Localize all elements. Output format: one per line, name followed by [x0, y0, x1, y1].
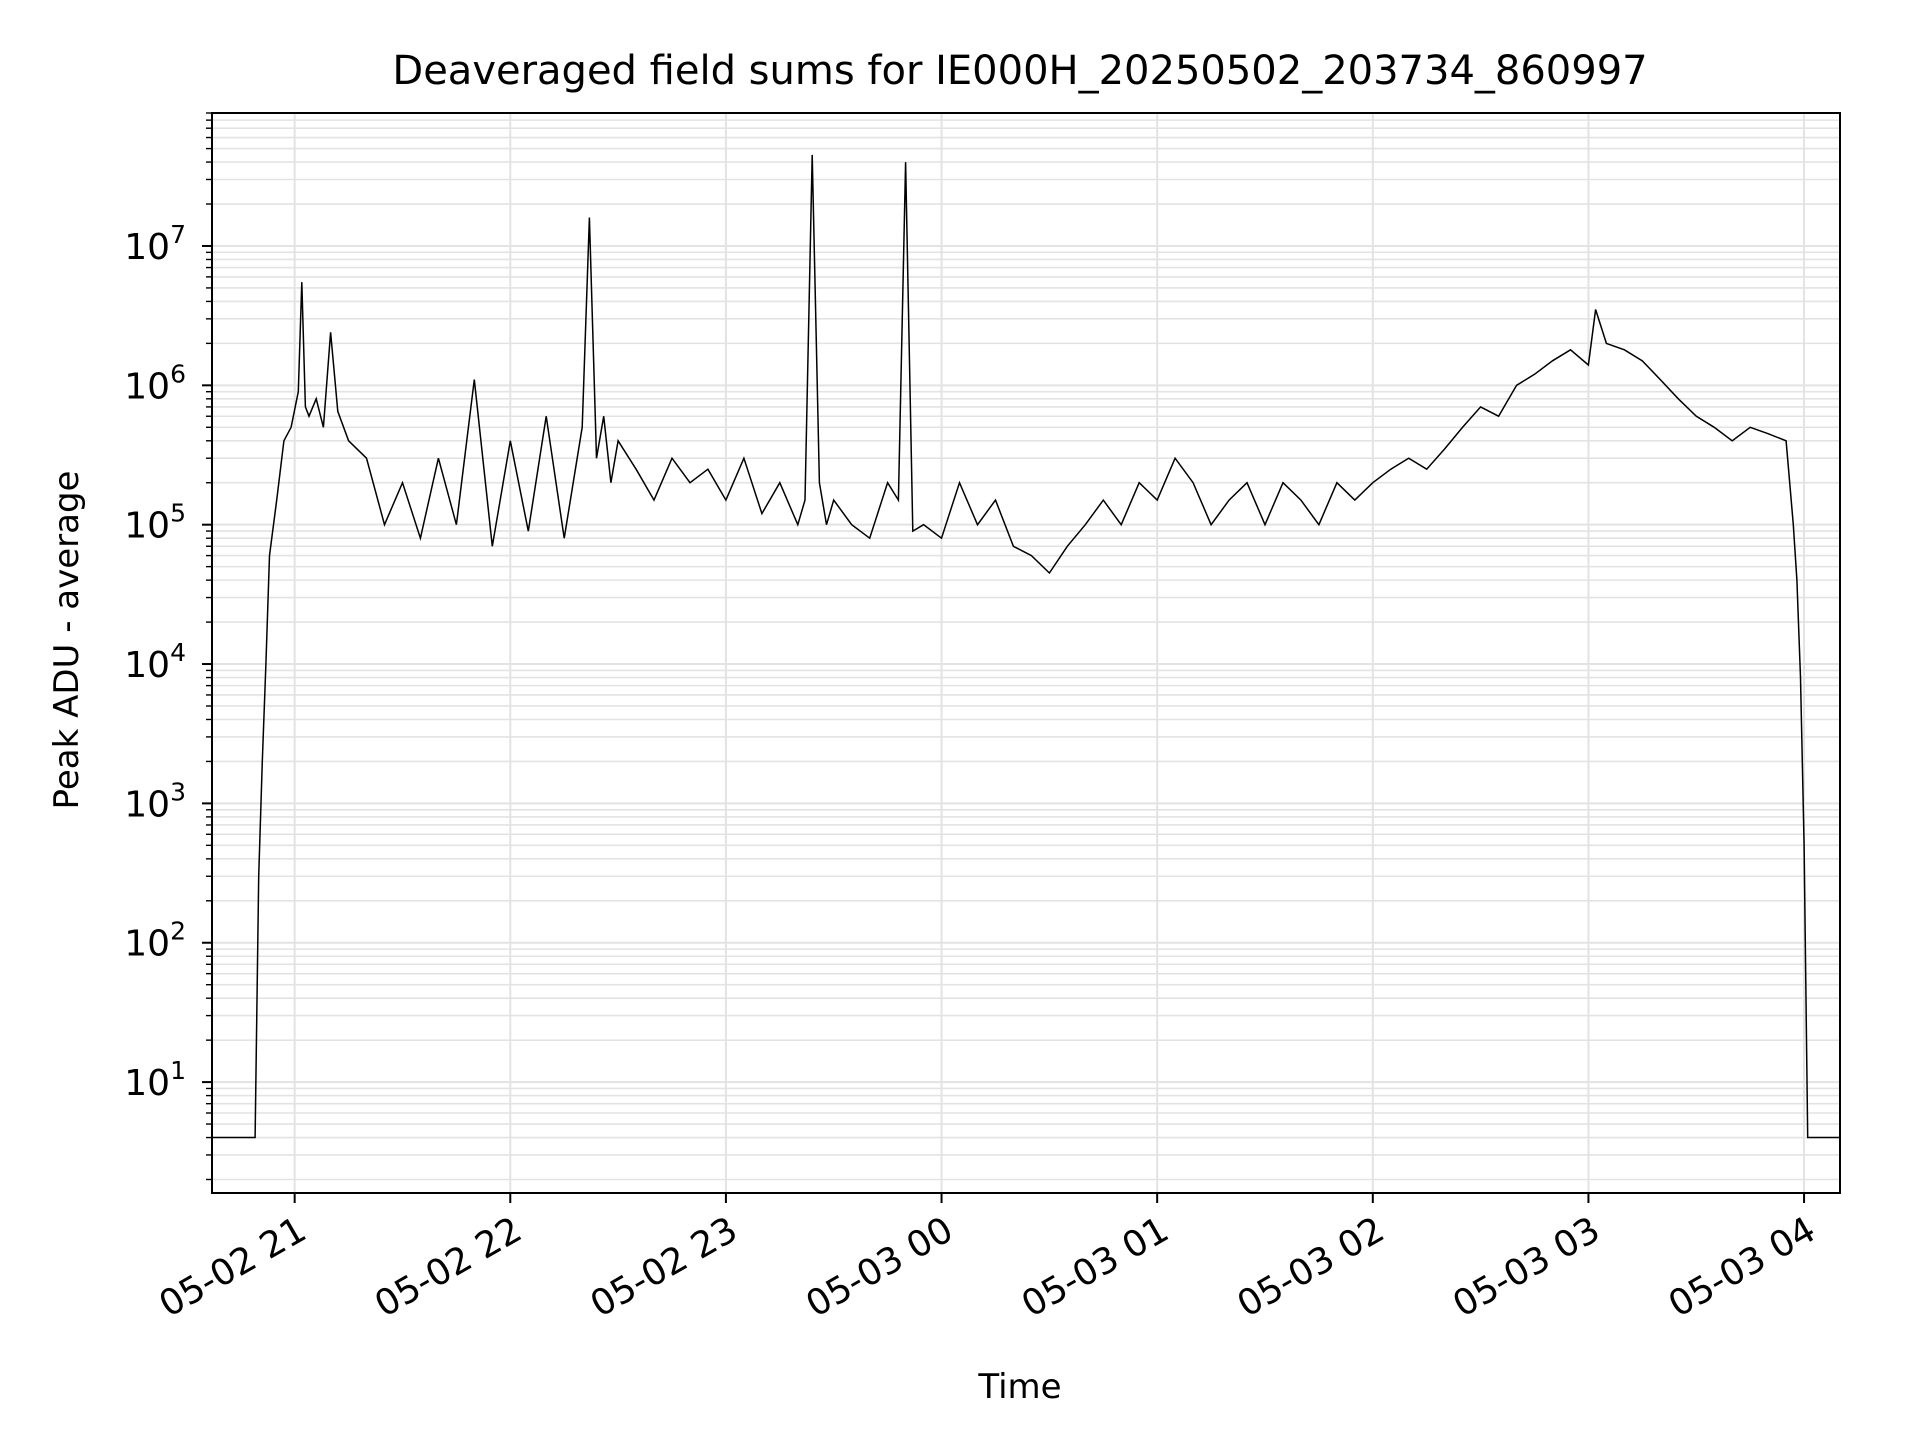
y-tick-label-exponent: 7: [170, 220, 186, 249]
y-tick-label: 102: [124, 917, 186, 965]
y-tick-label: 101: [124, 1056, 186, 1104]
y-tick-label-exponent: 3: [170, 777, 186, 806]
y-axis-label: Peak ADU - average: [47, 471, 87, 810]
y-tick-label-base: 10: [124, 784, 170, 825]
x-axis-label: Time: [977, 1367, 1061, 1407]
y-tick-label-exponent: 6: [170, 359, 186, 388]
y-tick-label: 104: [124, 638, 186, 686]
y-tick-label: 105: [124, 499, 186, 547]
y-tick-label: 106: [124, 359, 186, 407]
y-tick-label-exponent: 1: [170, 1056, 186, 1085]
plot-frame: [211, 112, 1841, 1194]
chart-title: Deaveraged field sums for IE000H_2025050…: [392, 48, 1647, 94]
y-tick-label-base: 10: [124, 645, 170, 686]
series-line: [212, 154, 1840, 1139]
y-tick-label-base: 10: [124, 924, 170, 965]
y-tick-label-base: 10: [124, 506, 170, 547]
grid-layer: [212, 112, 1840, 1193]
y-tick-label-base: 10: [124, 366, 170, 407]
y-tick-label-base: 10: [124, 227, 170, 268]
y-tick-label-exponent: 5: [170, 499, 186, 528]
y-tick-label: 103: [124, 777, 186, 825]
y-tick-label-exponent: 4: [170, 638, 186, 667]
y-tick-label-exponent: 2: [170, 917, 186, 946]
series-layer: [212, 154, 1840, 1139]
y-tick-label: 107: [124, 220, 186, 268]
y-tick-label-base: 10: [124, 1063, 170, 1104]
